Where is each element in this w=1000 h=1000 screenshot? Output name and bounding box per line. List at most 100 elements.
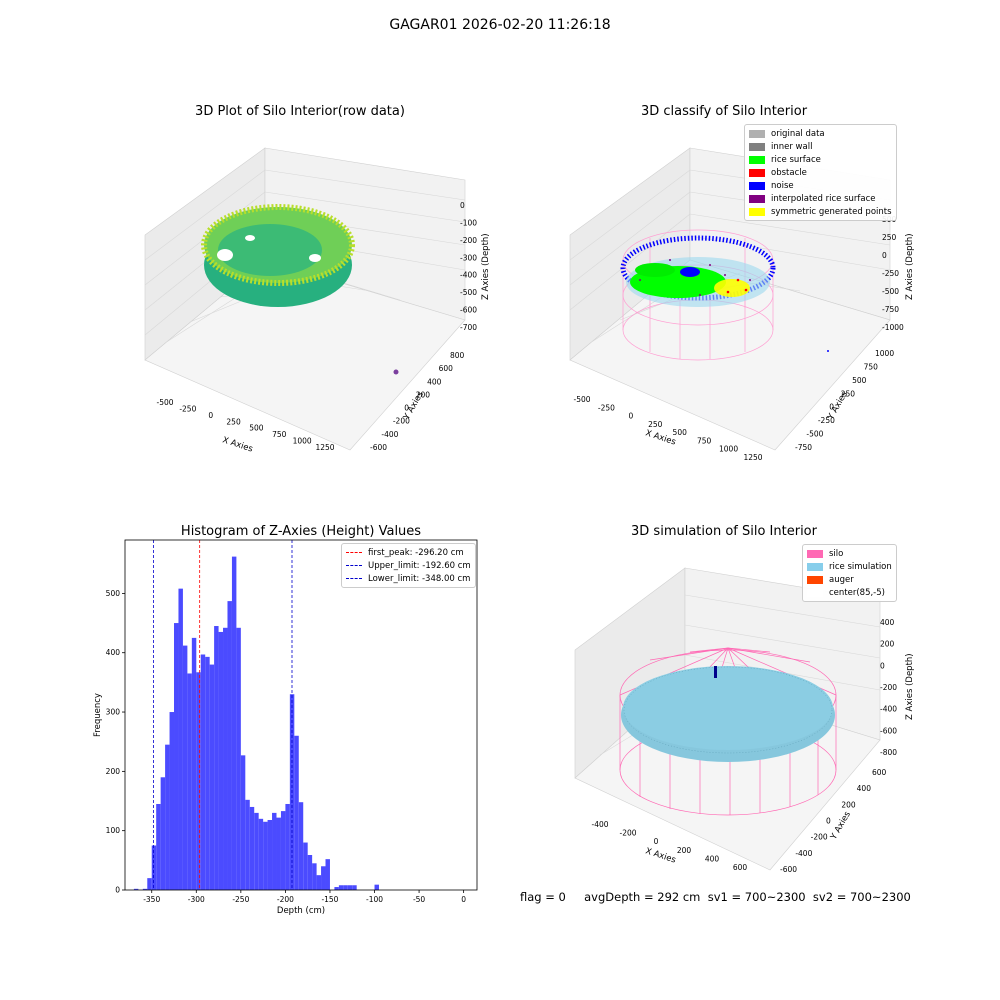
- sim-z-tick-label: -600: [880, 726, 897, 735]
- raw-y-tick-label: -600: [370, 443, 387, 452]
- histogram-bar: [133, 888, 139, 890]
- histogram-legend-label: Upper_limit: -192.60 cm: [368, 560, 471, 571]
- histogram-bar: [182, 645, 188, 890]
- histogram-bar: [343, 885, 348, 890]
- simulation-legend-swatch: [807, 588, 823, 597]
- classify-obstacle-points: [726, 278, 748, 294]
- raw-x-tick-label: 1000: [293, 437, 312, 446]
- histogram-bar: [285, 803, 290, 890]
- raw-y-tick-label: 800: [450, 351, 465, 360]
- histogram-title: Histogram of Z-Axies (Height) Values: [180, 524, 422, 539]
- histogram-bar: [249, 806, 255, 890]
- raw-z-tick-label: -300: [460, 253, 477, 262]
- histogram-bar: [245, 799, 250, 890]
- raw-outlier-point: [393, 369, 399, 375]
- raw-y-tick-label: 400: [427, 377, 442, 386]
- classify-legend-entry: interpolated rice surface: [749, 192, 892, 205]
- histogram-bar: [321, 866, 326, 890]
- simulation-legend-label: auger: [829, 574, 854, 585]
- sim-y-tick-label: -200: [811, 833, 828, 842]
- classify-legend-label: inner wall: [771, 141, 813, 152]
- sim-y-label: Y Axies: [828, 809, 853, 842]
- histogram-x-tick-label: -150: [321, 895, 338, 904]
- raw-cloud-gaps: [217, 235, 321, 262]
- histogram-bar: [174, 623, 179, 890]
- classify-legend-label: symmetric generated points: [771, 206, 892, 217]
- classify-y-tick-label: 750: [864, 362, 879, 371]
- histogram-legend-label: first_peak: -296.20 cm: [368, 547, 464, 558]
- classify-legend-swatch: [749, 129, 765, 138]
- classify-interpolated-points: [639, 259, 751, 296]
- classify-legend-entry: symmetric generated points: [749, 205, 892, 218]
- classify-y-tick-label: 0: [829, 403, 834, 412]
- histogram-bar: [312, 863, 317, 890]
- histogram-bar: [316, 875, 322, 890]
- histogram-bar: [160, 777, 166, 890]
- histogram-legend: first_peak: -296.20 cm Upper_limit: -192.…: [341, 543, 476, 588]
- sim-x-ticks: -400 -200 0 200 400 600: [591, 820, 747, 872]
- sim-x-tick-label: 400: [705, 854, 720, 863]
- histogram-legend-entry: Lower_limit: -348.00 cm: [346, 572, 471, 585]
- classify-noise-cluster: [680, 267, 700, 277]
- classify-y-tick-label: 250: [841, 389, 856, 398]
- raw-y-ticks: -600 -400 -200 0 200 400 600 800: [370, 351, 465, 452]
- classify-y-tick-label: -750: [795, 443, 812, 452]
- sim-y-tick-label: 0: [826, 817, 831, 826]
- histogram-bar: [165, 744, 170, 890]
- classify-y-tick-label: -250: [818, 416, 835, 425]
- classify-legend-swatch: [749, 155, 765, 164]
- histogram-bar: [347, 885, 353, 890]
- raw-y-tick-label: 0: [404, 404, 409, 413]
- histogram-x-tick-label: -100: [366, 895, 383, 904]
- histogram-bar: [272, 812, 277, 890]
- raw-z-ticks: 0 -100 -200 -300 -400 -500 -600 -700: [460, 201, 477, 332]
- histogram-y-tick-label: 400: [106, 648, 121, 657]
- classify-legend: original data inner wall rice surface obsta…: [744, 124, 897, 221]
- histogram-legend-entry: first_peak: -296.20 cm: [346, 546, 471, 559]
- raw-z-tick-label: -200: [460, 236, 477, 245]
- histogram-bar: [263, 821, 268, 890]
- histogram-bar: [151, 845, 157, 890]
- classify-legend-entry: noise: [749, 179, 892, 192]
- simulation-legend-swatch: [807, 562, 823, 571]
- raw-y-tick-label: 600: [439, 364, 454, 373]
- sim-z-tick-label: -800: [880, 748, 897, 757]
- classify-y-tick-label: 500: [852, 376, 867, 385]
- histogram-bar: [156, 803, 161, 890]
- histogram-bar: [223, 627, 228, 890]
- sim-rice-mesh: [623, 666, 833, 754]
- histogram-legend-label: Lower_limit: -348.00 cm: [368, 573, 471, 584]
- histogram-bar: [205, 656, 210, 890]
- histogram-bar: [298, 802, 304, 890]
- histogram-bar: [280, 811, 286, 890]
- histogram-chart: -350 -300 -250 -200 -150 -100 -50 0 0 100 200 300 40…: [93, 539, 478, 916]
- histogram-y-tick-label: 300: [106, 708, 121, 717]
- sim-z-label: Z Axies (Depth): [905, 653, 915, 720]
- sim-x-tick-label: 0: [654, 837, 659, 846]
- histogram-x-label: Depth (cm): [277, 906, 325, 916]
- raw-z-tick-label: 0: [460, 201, 465, 210]
- histogram-x-tick-label: -200: [277, 895, 294, 904]
- classify-x-tick-label: 500: [673, 428, 688, 437]
- raw-x-tick-label: 250: [226, 417, 241, 426]
- classify-legend-entry: original data: [749, 127, 892, 140]
- sim-z-tick-label: -400: [880, 705, 897, 714]
- classify-3d-plot: 500 250 0 -250 -500 -750 -1000 -500 -250 0 250 500…: [569, 147, 915, 460]
- classify-x-tick-label: 1000: [719, 445, 738, 454]
- histogram-y-tick-label: 500: [106, 589, 121, 598]
- classify-z-tick-label: 250: [882, 233, 897, 242]
- classify-x-tick-label: -250: [598, 403, 615, 412]
- classify-legend-label: rice surface: [771, 154, 821, 165]
- histogram-bar: [254, 812, 259, 890]
- histogram-legend-entry: Upper_limit: -192.60 cm: [346, 559, 471, 572]
- simulation-legend-swatch: [807, 549, 823, 558]
- histogram-y-tick-label: 0: [115, 886, 120, 895]
- classify-legend-label: obstacle: [771, 167, 807, 178]
- sim-x-tick-label: -200: [619, 829, 636, 838]
- raw-x-label: X Axies: [221, 435, 254, 454]
- raw-z-label: Z Axies (Depth): [481, 233, 491, 300]
- raw-y-tick-label: -400: [381, 430, 398, 439]
- simulation-legend-entry: rice simulation: [807, 560, 892, 573]
- sim-y-tick-label: 600: [872, 768, 887, 777]
- sim-y-tick-label: 200: [841, 800, 856, 809]
